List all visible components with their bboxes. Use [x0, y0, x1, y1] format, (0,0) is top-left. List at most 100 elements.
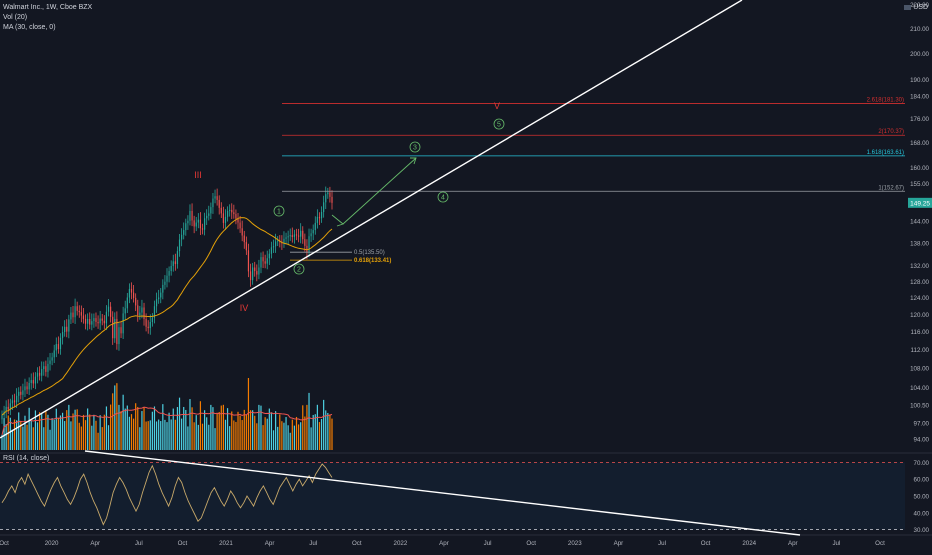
price-tick-8: 124.00	[910, 295, 929, 302]
candle-body-95	[199, 219, 202, 229]
candle-body-153	[320, 211, 323, 219]
time-tick-5: 2021	[219, 540, 233, 547]
candle-body-118	[247, 250, 250, 272]
volume-bar-76	[160, 421, 162, 450]
candle-body-142	[297, 235, 300, 237]
price-tick-10: 132.00	[910, 263, 929, 270]
candle-body-78	[164, 281, 166, 285]
volume-bar-54	[114, 385, 116, 450]
candle-body-18	[38, 372, 41, 376]
candle-body-20	[43, 366, 45, 370]
candle-body-50	[105, 311, 108, 324]
volume-bar-111	[233, 420, 235, 450]
volume-bar-19	[41, 413, 43, 450]
price-tick-0: 94.00	[914, 437, 930, 444]
fib-label-2: 1.618(163.61)	[867, 150, 904, 156]
price-tick-21: 210.00	[910, 26, 929, 33]
candle-body-67	[141, 307, 143, 313]
volume-bar-96	[201, 423, 204, 450]
wave-label-iii: III	[194, 170, 202, 180]
volume-bar-88	[185, 409, 187, 450]
volume-bar-124	[260, 405, 262, 450]
time-tick-14: Apr	[614, 540, 624, 547]
volume-bar-67	[141, 411, 143, 450]
volume-bar-35	[74, 409, 76, 450]
candle-body-122	[256, 271, 258, 275]
symbol-legend[interactable]: Walmart Inc., 1W, Cboe BZX	[3, 4, 93, 11]
candle-body-136	[285, 237, 287, 239]
candle-body-148	[310, 233, 312, 237]
candle-body-98	[206, 215, 208, 219]
ma-legend[interactable]: MA (30, close, 0)	[3, 24, 56, 31]
time-tick-17: 2024	[742, 540, 756, 547]
volume-bar-55	[116, 383, 118, 450]
time-tick-8: Oct	[352, 540, 362, 547]
candle-body-10	[22, 390, 24, 395]
candle-body-36	[76, 306, 78, 311]
candle-body-38	[80, 312, 82, 316]
wave-label-w3: 3	[413, 145, 417, 152]
fib-label-0: 2.618(181.30)	[867, 97, 904, 103]
candle-body-96	[201, 228, 204, 230]
candle-body-72	[151, 317, 153, 322]
wave-label-v: V	[494, 101, 500, 111]
volume-bar-132	[277, 426, 279, 450]
volume-bar-23	[49, 429, 51, 450]
volume-bar-114	[239, 415, 241, 450]
candle-body-61	[128, 288, 131, 298]
volume-bar-86	[181, 418, 183, 450]
candle-body-19	[41, 369, 43, 376]
volume-bar-155	[325, 410, 327, 450]
currency-selector[interactable]: USD	[904, 4, 928, 11]
volume-bar-146	[306, 404, 308, 450]
volume-bar-104	[218, 411, 220, 450]
time-tick-6: Apr	[265, 540, 275, 547]
volume-legend[interactable]: Vol (20)	[3, 14, 28, 21]
volume-bar-97	[203, 410, 206, 450]
rsi-legend[interactable]: RSI (14, close)	[3, 455, 50, 462]
candle-body-92	[193, 220, 195, 227]
volume-bar-85	[178, 397, 181, 450]
volume-bar-153	[320, 419, 323, 450]
candle-body-139	[291, 235, 293, 237]
candle-body-30	[64, 326, 66, 333]
volume-bar-57	[120, 411, 122, 450]
volume-bar-74	[155, 421, 158, 450]
volume-bar-51	[107, 425, 110, 450]
volume-bar-126	[264, 417, 266, 450]
candle-body-39	[82, 315, 85, 319]
candle-body-32	[68, 319, 70, 332]
volume-bar-140	[293, 425, 296, 450]
wave-label-w2: 2	[297, 267, 301, 274]
candle-body-59	[124, 308, 126, 314]
volume-bar-38	[80, 426, 82, 450]
volume-bar-17	[36, 422, 39, 450]
candle-body-73	[153, 306, 156, 318]
volume-bar-105	[220, 405, 222, 450]
candle-body-91	[191, 210, 193, 221]
fib-label-5: 0.618(133.41)	[354, 258, 391, 264]
volume-bar-90	[189, 399, 191, 450]
candle-body-2	[5, 406, 7, 412]
candle-body-138	[289, 235, 291, 237]
candle-body-90	[189, 210, 191, 221]
candle-body-43	[91, 321, 93, 325]
price-tick-11: 138.00	[910, 240, 929, 247]
candle-body-131	[275, 241, 277, 247]
volume-bar-29	[61, 412, 64, 450]
volume-bar-56	[118, 404, 120, 450]
volume-bar-42	[89, 414, 91, 450]
candle-body-157	[329, 192, 331, 197]
volume-bar-99	[208, 424, 210, 450]
volume-bar-106	[222, 404, 224, 450]
price-tick-12: 144.00	[910, 219, 929, 226]
candle-body-21	[45, 366, 47, 372]
candle-body-17	[36, 372, 39, 377]
volume-bar-68	[143, 407, 145, 450]
volume-bar-47	[99, 415, 101, 450]
volume-bar-119	[249, 410, 252, 450]
volume-bar-150	[314, 414, 316, 450]
candle-body-22	[47, 363, 49, 372]
